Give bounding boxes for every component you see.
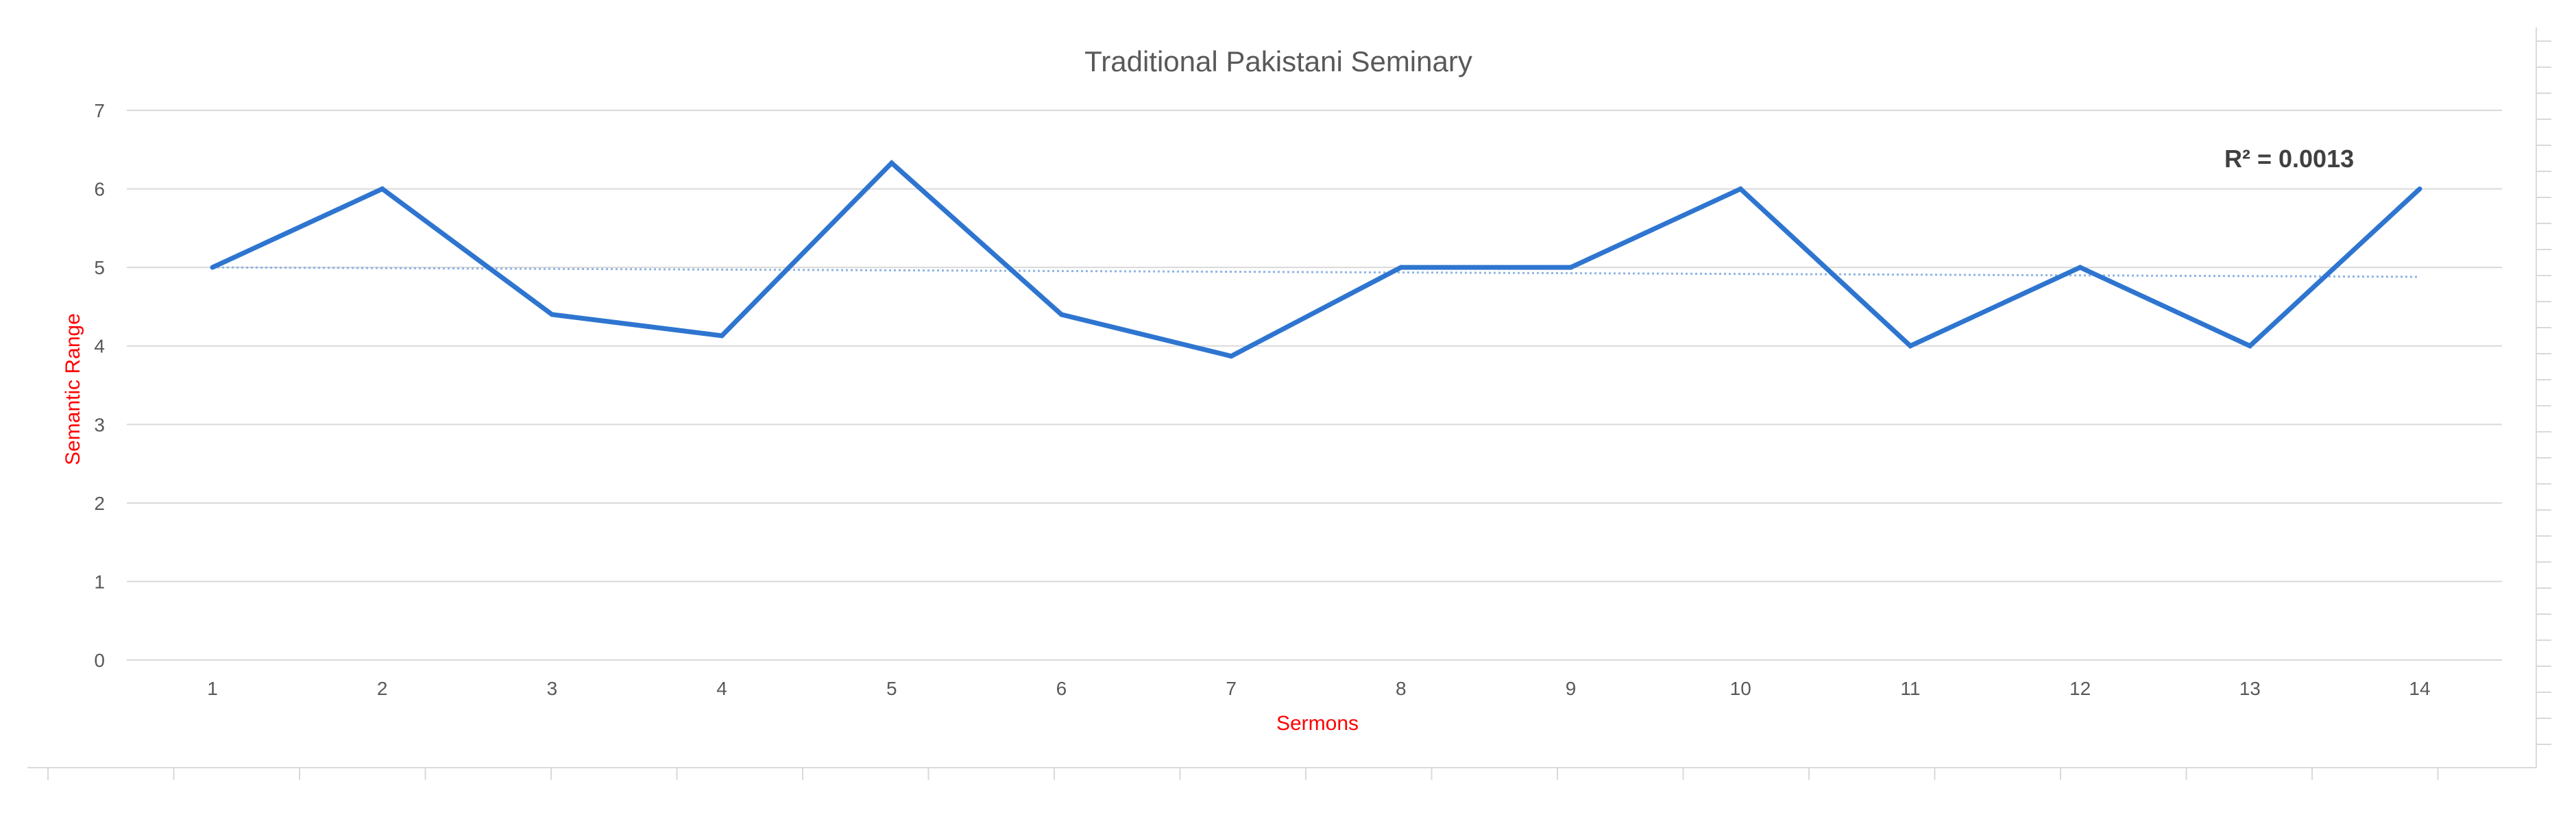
trendline [212, 266, 2420, 278]
x-tick-label-12: 12 [2069, 678, 2091, 699]
data-point-8 [1398, 265, 1404, 270]
data-point-11 [1908, 343, 1913, 349]
y-tick-label-0: 0 [94, 650, 105, 671]
data-point-7 [1228, 354, 1234, 359]
x-tick-label-2: 2 [377, 678, 388, 699]
data-point-4 [719, 333, 725, 339]
y-tick-label-7: 7 [94, 100, 105, 121]
x-tick-label-3: 3 [547, 678, 558, 699]
series-line-1 [211, 159, 2422, 359]
data-point-9 [1568, 265, 1574, 270]
x-tick-label-10: 10 [1730, 678, 1751, 699]
x-tick-label-1: 1 [207, 678, 218, 699]
x-tick-label-9: 9 [1566, 678, 1577, 699]
x-tick-label-8: 8 [1396, 678, 1407, 699]
chart-title: Traditional Pakistani Seminary [1084, 45, 1472, 77]
y-tick-label-6: 6 [94, 179, 105, 200]
x-tick-label-14: 14 [2409, 678, 2430, 699]
data-point-1 [210, 265, 215, 270]
x-tick-label-5: 5 [886, 678, 897, 699]
chart-frame-ticks [27, 27, 2551, 780]
y-tick-label-3: 3 [94, 414, 105, 435]
data-point-13 [2247, 343, 2252, 349]
data-point-6 [1058, 312, 1064, 317]
x-tick-label-4: 4 [716, 678, 727, 699]
data-point-2 [380, 186, 385, 192]
y-tick-label-2: 2 [94, 493, 105, 514]
y-tick-label-5: 5 [94, 257, 105, 278]
data-point-5 [889, 160, 895, 166]
r-squared-annotation: R² = 0.0013 [2224, 145, 2354, 173]
x-tick-label-6: 6 [1056, 678, 1067, 699]
x-tick-label-7: 7 [1226, 678, 1237, 699]
data-point-3 [549, 312, 555, 317]
y-tick-label-1: 1 [94, 571, 105, 592]
y-tick-label-4: 4 [94, 336, 105, 357]
x-tick-label-11: 11 [1900, 678, 1920, 699]
y-tick-labels: 0 1 2 3 4 5 6 7 [94, 100, 105, 671]
series-group [210, 159, 2422, 359]
gridlines [127, 110, 2502, 661]
y-axis-label: Semantic Range [62, 313, 84, 465]
x-tick-labels: 1 2 3 4 5 6 7 8 9 10 11 12 13 14 [207, 678, 2430, 699]
x-axis-label: Sermons [1276, 712, 1359, 735]
data-point-10 [1738, 186, 1743, 192]
x-tick-label-13: 13 [2239, 678, 2261, 699]
data-point-14 [2417, 186, 2422, 192]
data-point-12 [2078, 265, 2083, 270]
trendline-group [212, 266, 2420, 278]
